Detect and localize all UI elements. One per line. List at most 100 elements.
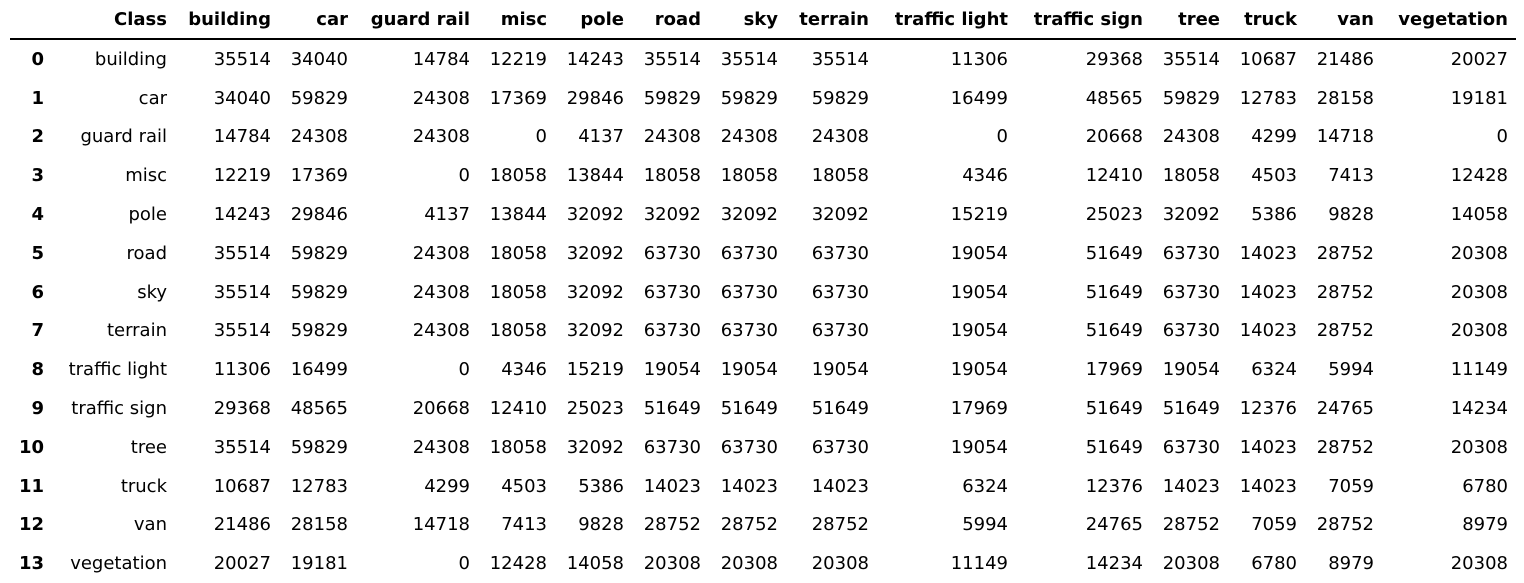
row-index: 12 xyxy=(18,514,44,536)
value-cell: 28752 xyxy=(1316,320,1374,342)
value-cell: 7413 xyxy=(501,514,547,536)
value-cell: 29368 xyxy=(213,398,271,420)
value-cell: 59829 xyxy=(290,242,348,264)
value-cell: 6780 xyxy=(1462,475,1508,497)
value-cell: 51649 xyxy=(1085,281,1143,303)
value-cell: 32092 xyxy=(566,242,624,264)
row-index: 13 xyxy=(18,553,44,575)
value-cell: 24308 xyxy=(412,87,470,109)
value-cell: 24308 xyxy=(412,126,470,148)
value-cell: 14023 xyxy=(1162,475,1220,497)
value-cell: 51649 xyxy=(643,398,701,420)
value-cell: 28752 xyxy=(1162,514,1220,536)
value-cell: 12219 xyxy=(213,165,271,187)
value-cell: 20668 xyxy=(412,398,470,420)
column-header: vegetation xyxy=(1382,0,1516,40)
table-row: 10 tree 35514 59829 24308 18058 32092 63730 6373… xyxy=(10,428,1516,467)
value-cell: 29846 xyxy=(566,87,624,109)
value-cell: 13844 xyxy=(489,204,547,226)
value-cell: 20308 xyxy=(811,553,869,575)
value-cell: 29368 xyxy=(1085,48,1143,70)
value-cell: 63730 xyxy=(1162,320,1220,342)
value-cell: 14023 xyxy=(1239,242,1297,264)
value-cell: 14023 xyxy=(1239,436,1297,458)
value-cell: 12410 xyxy=(1085,165,1143,187)
class-name-cell: pole xyxy=(128,204,167,226)
value-cell: 11149 xyxy=(1450,359,1508,381)
value-cell: 14784 xyxy=(412,48,470,70)
value-cell: 0 xyxy=(458,165,470,187)
data-table-container: Class building car guard rail misc pole road sk… xyxy=(10,0,1516,583)
value-cell: 20308 xyxy=(720,553,778,575)
value-cell: 16499 xyxy=(950,87,1008,109)
value-cell: 0 xyxy=(535,126,547,148)
value-cell: 28752 xyxy=(720,514,778,536)
value-cell: 32092 xyxy=(811,204,869,226)
value-cell: 14243 xyxy=(213,204,271,226)
value-cell: 12783 xyxy=(1239,87,1297,109)
table-row: 12 van 21486 28158 14718 7413 9828 28752 28752 28… xyxy=(10,506,1516,545)
class-name-cell: vegetation xyxy=(70,553,167,575)
value-cell: 59829 xyxy=(1162,87,1220,109)
class-name-cell: truck xyxy=(120,475,167,497)
value-cell: 19181 xyxy=(290,553,348,575)
value-cell: 4503 xyxy=(1251,165,1297,187)
value-cell: 18058 xyxy=(489,281,547,303)
value-cell: 32092 xyxy=(566,281,624,303)
value-cell: 14023 xyxy=(720,475,778,497)
value-cell: 6324 xyxy=(1251,359,1297,381)
class-name-cell: terrain xyxy=(106,320,167,342)
value-cell: 63730 xyxy=(811,436,869,458)
value-cell: 51649 xyxy=(1162,398,1220,420)
value-cell: 63730 xyxy=(643,436,701,458)
value-cell: 32092 xyxy=(643,204,701,226)
value-cell: 7059 xyxy=(1251,514,1297,536)
value-cell: 63730 xyxy=(720,242,778,264)
value-cell: 28752 xyxy=(1316,436,1374,458)
value-cell: 20308 xyxy=(643,553,701,575)
value-cell: 18058 xyxy=(811,165,869,187)
value-cell: 29846 xyxy=(290,204,348,226)
value-cell: 20308 xyxy=(1450,242,1508,264)
value-cell: 18058 xyxy=(489,320,547,342)
value-cell: 28158 xyxy=(1316,87,1374,109)
table-row: 11 truck 10687 12783 4299 4503 5386 14023 14023 1… xyxy=(10,467,1516,506)
value-cell: 5386 xyxy=(1251,204,1297,226)
value-cell: 35514 xyxy=(811,48,869,70)
row-index: 11 xyxy=(18,475,44,497)
value-cell: 59829 xyxy=(720,87,778,109)
value-cell: 59829 xyxy=(290,281,348,303)
value-cell: 11306 xyxy=(213,359,271,381)
value-cell: 17369 xyxy=(489,87,547,109)
column-header: guard rail xyxy=(356,0,478,40)
value-cell: 17369 xyxy=(290,165,348,187)
value-cell: 7059 xyxy=(1328,475,1374,497)
value-cell: 14023 xyxy=(643,475,701,497)
value-cell: 16499 xyxy=(290,359,348,381)
table-row: 6 sky 35514 59829 24308 18058 32092 63730 63730 6… xyxy=(10,273,1516,312)
value-cell: 4137 xyxy=(424,204,470,226)
value-cell: 14243 xyxy=(566,48,624,70)
value-cell: 51649 xyxy=(720,398,778,420)
value-cell: 7413 xyxy=(1328,165,1374,187)
value-cell: 14058 xyxy=(1450,204,1508,226)
value-cell: 28752 xyxy=(1316,242,1374,264)
value-cell: 14058 xyxy=(566,553,624,575)
column-header: tree xyxy=(1151,0,1228,40)
class-name-cell: traffic sign xyxy=(71,398,167,420)
value-cell: 63730 xyxy=(1162,436,1220,458)
class-name-cell: tree xyxy=(130,436,167,458)
table-row: 13 vegetation 20027 19181 0 12428 14058 20308 20… xyxy=(10,544,1516,583)
value-cell: 28752 xyxy=(811,514,869,536)
value-cell: 20308 xyxy=(1450,281,1508,303)
value-cell: 14718 xyxy=(1316,126,1374,148)
value-cell: 24308 xyxy=(643,126,701,148)
value-cell: 5994 xyxy=(962,514,1008,536)
value-cell: 13844 xyxy=(566,165,624,187)
value-cell: 24308 xyxy=(1162,126,1220,148)
value-cell: 12783 xyxy=(290,475,348,497)
value-cell: 8979 xyxy=(1462,514,1508,536)
value-cell: 63730 xyxy=(643,281,701,303)
value-cell: 0 xyxy=(458,359,470,381)
table-body: 0 building 35514 34040 14784 12219 14243 35514 3… xyxy=(10,39,1516,583)
